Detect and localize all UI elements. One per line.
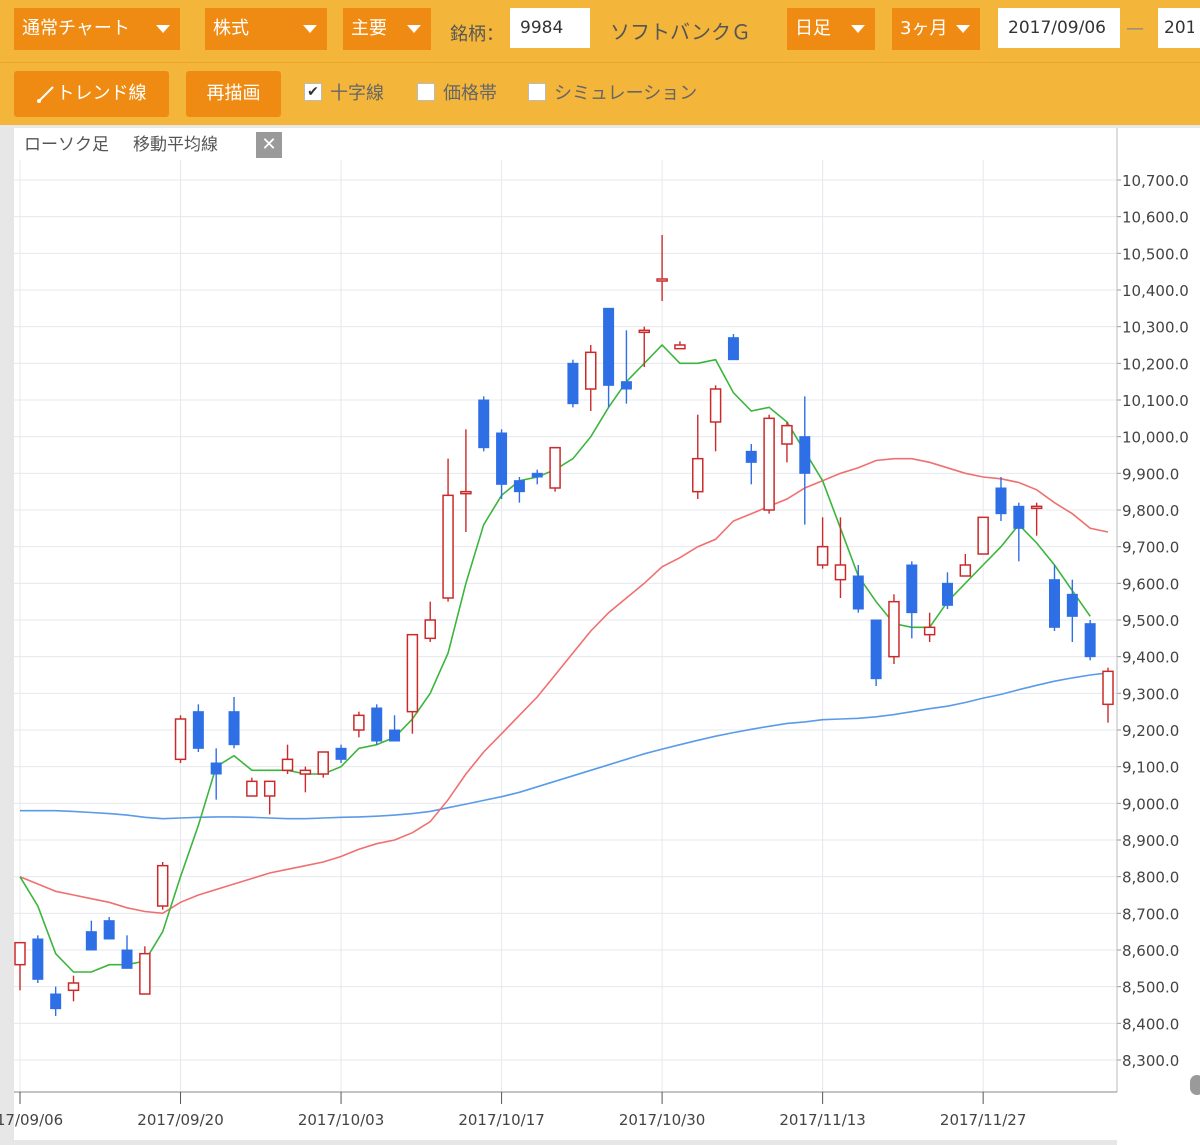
trend-line-button[interactable]: トレンド線 — [14, 71, 169, 117]
trend-line-icon — [36, 86, 54, 103]
simulation-label: シミュレーション — [554, 83, 698, 104]
interval-dropdown[interactable]: 日足 — [787, 8, 875, 50]
simulation-checkbox[interactable]: シミュレーション — [528, 83, 697, 105]
crosshair-checkbox[interactable]: ✔ 十字線 — [304, 83, 384, 105]
redraw-label: 再描画 — [206, 83, 261, 104]
chart-panel — [14, 128, 1117, 1140]
checkbox-box[interactable] — [417, 83, 435, 101]
company-name: ソフトバンクＧ — [610, 20, 751, 44]
legend-moving-average: 移動平均線 — [133, 135, 218, 155]
chart-axis-area — [1117, 128, 1200, 1145]
chart-legend: ローソク足 移動平均線 — [14, 128, 232, 158]
scroll-handle[interactable] — [1190, 1075, 1200, 1095]
date-from-input[interactable] — [998, 8, 1120, 48]
period-dropdown[interactable]: 3ヶ月 — [892, 8, 980, 50]
chevron-down-icon — [156, 25, 170, 33]
date-to-input[interactable] — [1158, 8, 1200, 48]
chevron-down-icon — [407, 25, 421, 33]
market-dropdown[interactable]: 株式 — [205, 8, 327, 50]
date-separator: — — [1126, 18, 1144, 39]
index-label: 主要 — [351, 18, 387, 39]
toolbar-options: トレンド線 再描画 ✔ 十字線 価格帯 シミュレーション — [0, 62, 1200, 125]
checkbox-box[interactable] — [528, 83, 546, 101]
chevron-down-icon — [956, 25, 970, 33]
toolbar-main: 通常チャート 株式 主要 銘柄： ソフトバンクＧ 日足 3ヶ月 — — [0, 0, 1200, 62]
close-icon[interactable]: ✕ — [256, 132, 282, 158]
crosshair-label: 十字線 — [330, 83, 384, 104]
price-band-checkbox[interactable]: 価格帯 — [417, 83, 497, 105]
chevron-down-icon — [851, 25, 865, 33]
legend-candles: ローソク足 — [24, 135, 109, 155]
trend-line-label: トレンド線 — [56, 83, 147, 104]
code-label: 銘柄： — [450, 24, 504, 45]
stock-code-input[interactable] — [510, 8, 590, 48]
chevron-down-icon — [303, 25, 317, 33]
price-band-label: 価格帯 — [443, 83, 497, 104]
interval-label: 日足 — [795, 18, 831, 39]
checkbox-box[interactable]: ✔ — [304, 83, 322, 101]
chart-type-dropdown[interactable]: 通常チャート — [14, 8, 180, 50]
market-label: 株式 — [213, 18, 249, 39]
period-label: 3ヶ月 — [900, 18, 948, 39]
redraw-button[interactable]: 再描画 — [186, 71, 281, 117]
chart-type-label: 通常チャート — [22, 18, 130, 39]
index-dropdown[interactable]: 主要 — [343, 8, 431, 50]
